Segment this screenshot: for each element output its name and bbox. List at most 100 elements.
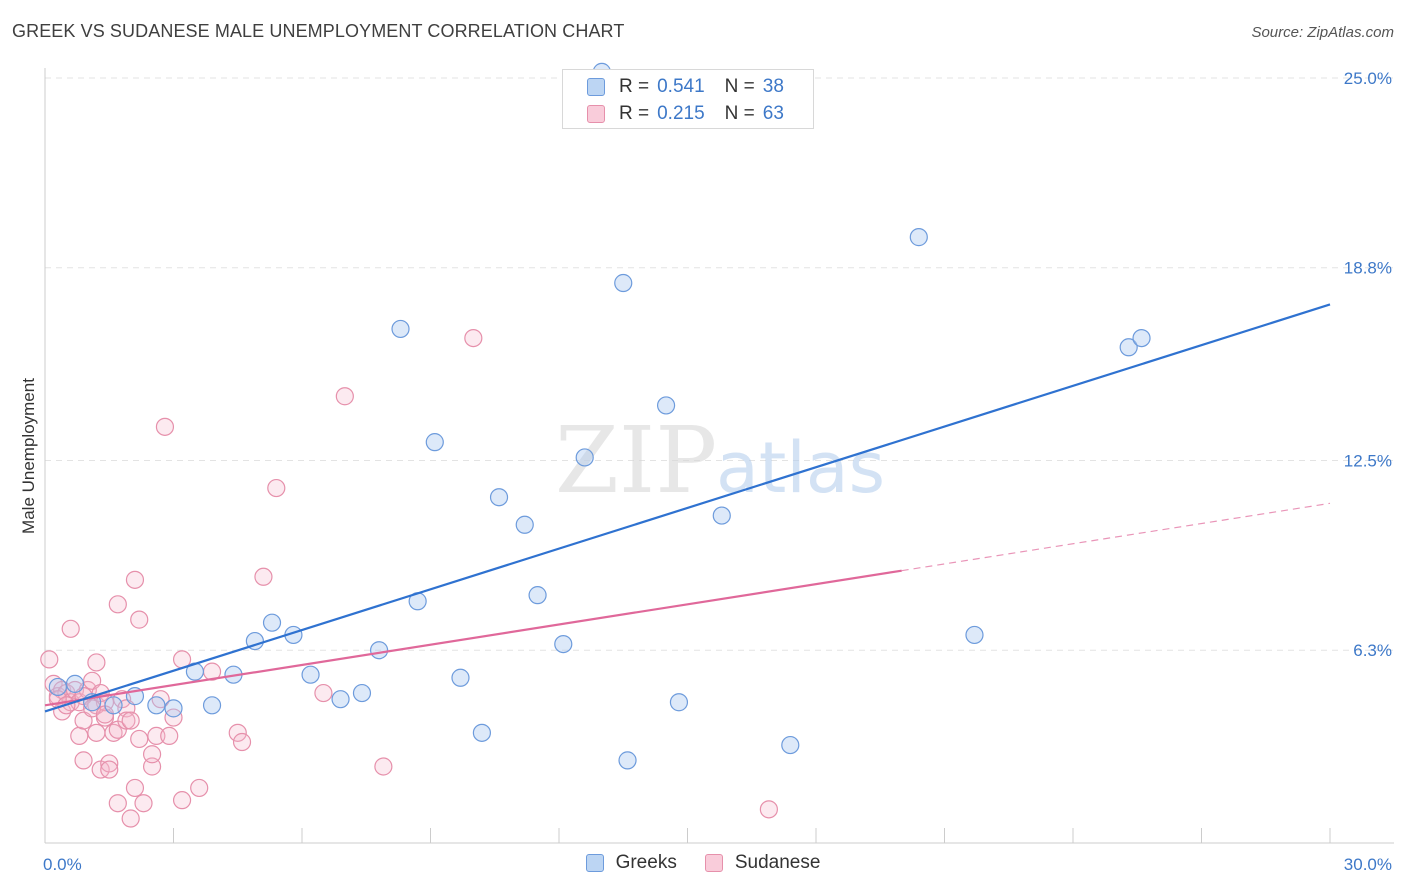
y-tick-labels: 6.3% 12.5% 18.8% 25.0% xyxy=(1344,69,1392,660)
greeks-point xyxy=(528,586,547,605)
sudanese-point xyxy=(100,760,119,779)
greeks-point xyxy=(909,228,928,247)
sudanese-point xyxy=(117,711,136,730)
sudanese-points xyxy=(40,329,778,828)
greeks-point xyxy=(489,488,509,507)
sudanese-point xyxy=(108,595,127,614)
sudanese-point xyxy=(121,711,140,730)
greeks-point xyxy=(656,396,676,415)
sudanese-trend-extension xyxy=(901,502,1331,572)
sudanese-point xyxy=(267,478,286,498)
legend-item-greeks[interactable]: Greeks xyxy=(585,852,677,874)
sudanese-point xyxy=(121,809,140,828)
greeks-point xyxy=(1132,329,1151,348)
sudanese-point xyxy=(160,726,179,746)
sudanese-point xyxy=(70,726,89,746)
r-label: R = xyxy=(619,103,650,124)
legend-label-sudanese: Sudanese xyxy=(734,852,821,873)
sudanese-point xyxy=(232,732,252,752)
x-tick-labels: 0.0% 30.0% xyxy=(43,855,1392,874)
sudanese-point xyxy=(100,754,119,773)
source-label: Source: ZipAtlas.com xyxy=(1251,24,1394,41)
greeks-point xyxy=(352,683,372,703)
sudanese-point xyxy=(314,683,333,703)
trend-lines xyxy=(44,303,1331,713)
y-axis-label: Male Unemployment xyxy=(19,378,38,534)
r-value: 0.541 xyxy=(657,76,705,97)
chart-title: GREEK VS SUDANESE MALE UNEMPLOYMENT CORR… xyxy=(12,21,625,41)
greeks-point xyxy=(554,634,573,654)
sudanese-point xyxy=(87,723,106,742)
greeks-point xyxy=(614,273,633,293)
sudanese-point xyxy=(134,794,153,813)
watermark: ZIP atlas xyxy=(555,407,885,514)
r-label: R = xyxy=(619,76,650,97)
sudanese-point xyxy=(147,726,166,746)
n-label: N = xyxy=(724,103,755,124)
greeks-point xyxy=(712,506,731,525)
greeks-point xyxy=(262,613,282,632)
y-tick-label: 6.3% xyxy=(1353,641,1392,660)
greeks-point xyxy=(451,668,470,687)
greeks-point xyxy=(301,665,320,684)
greeks-point xyxy=(202,696,222,715)
sudanese-point xyxy=(125,778,145,798)
greeks-point xyxy=(65,674,85,693)
x-ticks xyxy=(44,828,1331,843)
sudanese-point xyxy=(130,610,149,629)
greeks-point xyxy=(425,433,444,452)
legend-row-sudanese: R = 0.215 N = 63 xyxy=(587,102,784,126)
greeks-trend-line xyxy=(44,303,1331,713)
greeks-point xyxy=(104,696,123,715)
sudanese-swatch xyxy=(587,105,605,123)
greeks-point xyxy=(781,735,800,755)
correlation-legend: R = 0.541 N = 38 R = 0.215 N = 63 xyxy=(562,69,814,129)
greeks-point xyxy=(515,515,534,534)
n-value: 38 xyxy=(762,76,784,97)
greeks-point xyxy=(669,693,689,712)
greeks-point xyxy=(618,751,637,770)
sudanese-point xyxy=(87,653,106,672)
x-tick-label: 30.0% xyxy=(1344,855,1392,874)
greeks-point xyxy=(370,641,389,660)
sudanese-point xyxy=(335,387,354,406)
x-tick-label: 0.0% xyxy=(43,855,82,874)
y-tick-label: 12.5% xyxy=(1344,452,1392,471)
greeks-swatch xyxy=(585,854,604,872)
greeks-point xyxy=(472,723,491,742)
sudanese-trend-line xyxy=(44,569,902,707)
sudanese-point xyxy=(759,800,778,819)
watermark-zip: ZIP xyxy=(555,407,717,514)
sudanese-swatch xyxy=(704,854,723,872)
sudanese-point xyxy=(190,778,209,798)
legend-row-greeks: R = 0.541 N = 38 xyxy=(587,75,784,99)
sudanese-point xyxy=(40,650,59,669)
greeks-point xyxy=(48,677,67,697)
grid-lines xyxy=(45,77,1394,651)
sudanese-point xyxy=(142,745,162,764)
sudanese-point xyxy=(125,570,145,589)
sudanese-point xyxy=(61,619,80,638)
sudanese-point xyxy=(108,794,127,813)
greeks-point xyxy=(164,699,183,718)
sudanese-point xyxy=(155,417,175,436)
n-label: N = xyxy=(724,76,755,97)
sudanese-point xyxy=(254,567,273,586)
y-tick-label: 25.0% xyxy=(1344,69,1392,88)
greeks-point xyxy=(1119,338,1138,357)
sudanese-point xyxy=(464,329,483,348)
sudanese-point xyxy=(164,708,183,727)
watermark-atlas: atlas xyxy=(716,427,885,509)
sudanese-point xyxy=(172,791,192,810)
sudanese-point xyxy=(130,729,149,749)
r-value: 0.215 xyxy=(657,103,705,124)
sudanese-point xyxy=(74,751,93,770)
legend-item-sudanese[interactable]: Sudanese xyxy=(704,852,821,874)
greeks-point xyxy=(965,625,984,645)
y-tick-label: 18.8% xyxy=(1344,259,1392,278)
greeks-point xyxy=(575,448,594,467)
greeks-point xyxy=(147,696,166,715)
sudanese-point xyxy=(228,723,247,742)
greeks-swatch xyxy=(587,78,605,96)
